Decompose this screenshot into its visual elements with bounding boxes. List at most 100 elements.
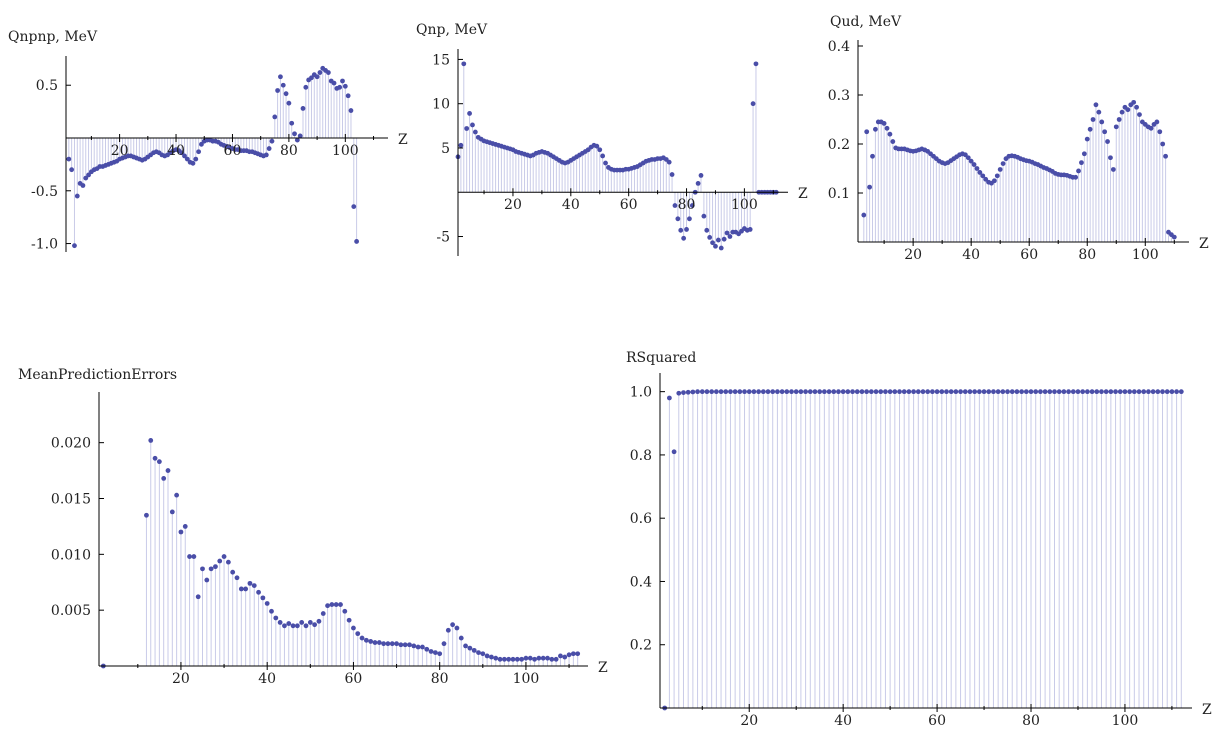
data-point <box>944 389 949 395</box>
data-point <box>247 580 253 586</box>
data-point <box>718 245 724 251</box>
data-point <box>666 159 672 165</box>
data-point <box>953 389 959 395</box>
data-point <box>753 61 759 67</box>
x-tick-label: 20 <box>111 143 129 159</box>
data-point <box>348 108 354 113</box>
data-point <box>709 389 715 395</box>
data-point <box>1122 389 1128 395</box>
data-point <box>962 389 968 395</box>
data-point <box>704 227 710 233</box>
data-point <box>398 642 404 648</box>
data-point <box>675 216 681 222</box>
data-point <box>666 395 672 401</box>
x-tick-label: 100 <box>1112 713 1139 729</box>
data-point <box>997 167 1003 172</box>
data-point <box>432 650 438 655</box>
data-point <box>817 389 823 395</box>
data-point <box>1157 129 1163 135</box>
data-point <box>294 623 300 629</box>
data-point <box>195 594 201 600</box>
data-point <box>1131 389 1137 395</box>
data-point <box>307 620 313 625</box>
data-point <box>695 389 700 395</box>
data-point <box>669 172 675 177</box>
y-tick-label: 1.0 <box>630 385 652 401</box>
data-point <box>1081 151 1087 157</box>
x-tick-label: 80 <box>678 197 696 213</box>
data-point <box>221 554 227 559</box>
data-point <box>881 121 887 126</box>
data-point <box>372 640 378 645</box>
data-point <box>676 390 682 396</box>
data-point <box>191 554 197 559</box>
data-point <box>1089 389 1095 395</box>
y-axis-label: Qud, MeV <box>830 14 902 30</box>
chart-qud: 20 40 60 80 100 0.1 0.2 0.3 0.4 Qud, MeV Z <box>828 14 1209 263</box>
data-point <box>890 139 896 144</box>
data-point <box>208 566 214 572</box>
data-point <box>437 651 443 657</box>
data-point <box>144 512 149 518</box>
data-point <box>1160 141 1166 147</box>
data-point <box>182 153 187 159</box>
data-point <box>1080 389 1086 395</box>
data-point <box>695 180 701 186</box>
data-point <box>340 78 345 84</box>
data-point <box>684 227 689 232</box>
y-tick-label: 0.3 <box>828 88 850 104</box>
y-tick-label: 0.4 <box>828 39 850 55</box>
y-axis-label: MeanPredictionErrors <box>18 367 177 383</box>
data-point <box>840 389 846 395</box>
data-point <box>283 91 289 97</box>
data-point <box>929 389 935 395</box>
data-point <box>251 583 257 588</box>
data-point <box>962 152 968 158</box>
data-point <box>83 175 89 181</box>
x-tick-label: 40 <box>562 197 580 213</box>
data-point <box>1178 389 1184 395</box>
data-point <box>723 389 729 395</box>
data-point <box>1148 125 1154 131</box>
data-point <box>892 389 898 395</box>
x-tick-label: 60 <box>345 671 363 687</box>
data-point <box>713 243 718 249</box>
y-tick-label: 0.010 <box>51 547 91 563</box>
data-point <box>501 656 507 662</box>
data-point <box>925 389 931 395</box>
data-point <box>1079 160 1084 166</box>
data-point <box>1136 389 1142 395</box>
y-tick-label: 0.020 <box>51 436 91 452</box>
data-point <box>1169 389 1175 395</box>
data-point <box>337 84 343 90</box>
data-point <box>972 389 978 395</box>
data-point <box>1005 389 1010 395</box>
data-point <box>187 554 192 559</box>
data-point <box>1113 124 1119 130</box>
data-point <box>1061 389 1067 395</box>
data-point <box>156 459 162 465</box>
data-point <box>826 389 832 395</box>
data-point <box>1150 389 1156 395</box>
data-point <box>845 389 851 395</box>
data-point <box>148 438 154 443</box>
data-point <box>968 158 974 164</box>
data-point <box>363 637 369 643</box>
data-point <box>277 620 283 625</box>
data-point <box>594 143 600 149</box>
data-point <box>519 656 525 662</box>
data-point <box>553 656 559 662</box>
chart-qnpnp: 20 40 60 80 100 -1.0 -0.5 0.5 Qnpnp, MeV Z <box>8 29 408 253</box>
data-point <box>1141 389 1147 395</box>
data-point <box>359 635 365 641</box>
data-point <box>470 122 475 128</box>
data-point <box>672 203 678 208</box>
data-point <box>309 75 314 81</box>
data-point <box>732 389 738 395</box>
data-point <box>217 558 223 564</box>
data-point <box>351 625 356 631</box>
data-points <box>100 438 581 669</box>
data-point <box>80 183 86 188</box>
data-point <box>389 641 395 647</box>
data-point <box>671 449 677 455</box>
